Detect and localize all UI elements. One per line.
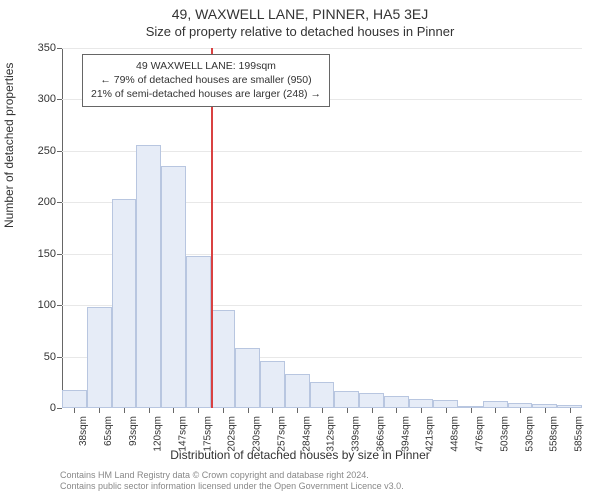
histogram-bar bbox=[161, 166, 186, 408]
y-tick-mark bbox=[57, 357, 62, 358]
y-tick-mark bbox=[57, 151, 62, 152]
x-tick-mark bbox=[99, 408, 100, 413]
x-tick-label: 421sqm bbox=[425, 416, 436, 452]
x-tick-mark bbox=[297, 408, 298, 413]
x-tick-mark bbox=[495, 408, 496, 413]
histogram-bar bbox=[359, 393, 384, 408]
x-tick-label: 202sqm bbox=[227, 416, 238, 452]
x-tick-mark bbox=[272, 408, 273, 413]
histogram-bar bbox=[186, 256, 211, 408]
histogram-bar bbox=[235, 348, 260, 408]
x-tick-label: 476sqm bbox=[475, 416, 486, 452]
x-tick-label: 339sqm bbox=[351, 416, 362, 452]
y-tick-label: 350 bbox=[26, 42, 56, 54]
x-tick-label: 257sqm bbox=[276, 416, 287, 452]
histogram-bar bbox=[211, 310, 236, 408]
histogram-bar bbox=[384, 396, 409, 408]
x-tick-label: 175sqm bbox=[202, 416, 213, 452]
y-tick-mark bbox=[57, 254, 62, 255]
x-tick-label: 147sqm bbox=[177, 416, 188, 452]
x-tick-mark bbox=[198, 408, 199, 413]
y-axis-title: Number of detached properties bbox=[2, 63, 16, 228]
chart-title-main: 49, WAXWELL LANE, PINNER, HA5 3EJ bbox=[0, 0, 600, 22]
x-tick-mark bbox=[421, 408, 422, 413]
histogram-bar bbox=[409, 399, 434, 408]
x-tick-mark bbox=[570, 408, 571, 413]
y-tick-mark bbox=[57, 408, 62, 409]
x-tick-label: 38sqm bbox=[78, 416, 89, 446]
y-tick-label: 0 bbox=[26, 402, 56, 414]
x-tick-mark bbox=[446, 408, 447, 413]
x-tick-label: 585sqm bbox=[574, 416, 585, 452]
x-tick-label: 558sqm bbox=[549, 416, 560, 452]
x-tick-mark bbox=[124, 408, 125, 413]
x-tick-label: 503sqm bbox=[499, 416, 510, 452]
x-tick-label: 230sqm bbox=[252, 416, 263, 452]
x-tick-mark bbox=[545, 408, 546, 413]
histogram-bar bbox=[433, 400, 458, 408]
y-tick-mark bbox=[57, 305, 62, 306]
y-tick-mark bbox=[57, 202, 62, 203]
x-tick-label: 65sqm bbox=[103, 416, 114, 446]
y-tick-label: 200 bbox=[26, 196, 56, 208]
x-tick-label: 394sqm bbox=[400, 416, 411, 452]
x-tick-mark bbox=[173, 408, 174, 413]
histogram-bar bbox=[334, 391, 359, 408]
x-tick-mark bbox=[248, 408, 249, 413]
y-tick-label: 300 bbox=[26, 93, 56, 105]
x-tick-mark bbox=[74, 408, 75, 413]
x-tick-label: 93sqm bbox=[128, 416, 139, 446]
chart-container: 49, WAXWELL LANE, PINNER, HA5 3EJ Size o… bbox=[0, 0, 600, 500]
x-tick-mark bbox=[149, 408, 150, 413]
y-tick-mark bbox=[57, 99, 62, 100]
x-tick-mark bbox=[322, 408, 323, 413]
annotation-line: ← 79% of detached houses are smaller (95… bbox=[91, 73, 321, 87]
histogram-bar bbox=[87, 307, 112, 408]
chart-title-sub: Size of property relative to detached ho… bbox=[0, 22, 600, 39]
annotation-line: 49 WAXWELL LANE: 199sqm bbox=[91, 59, 321, 73]
y-tick-mark bbox=[57, 48, 62, 49]
histogram-bar bbox=[310, 382, 335, 408]
x-tick-label: 120sqm bbox=[153, 416, 164, 452]
annotation-line: 21% of semi-detached houses are larger (… bbox=[91, 87, 321, 101]
x-axis-title: Distribution of detached houses by size … bbox=[0, 448, 600, 462]
histogram-bar bbox=[285, 374, 310, 408]
x-tick-mark bbox=[471, 408, 472, 413]
y-tick-label: 250 bbox=[26, 145, 56, 157]
histogram-bar bbox=[260, 361, 285, 408]
footer-line-2: Contains public sector information licen… bbox=[60, 481, 404, 492]
histogram-bar bbox=[136, 145, 161, 408]
annotation-box: 49 WAXWELL LANE: 199sqm← 79% of detached… bbox=[82, 54, 330, 107]
histogram-bar bbox=[112, 199, 137, 408]
plot-area: 05010015020025030035038sqm65sqm93sqm120s… bbox=[62, 48, 582, 408]
y-axis-line bbox=[62, 48, 63, 408]
histogram-bar bbox=[62, 390, 87, 409]
x-tick-label: 366sqm bbox=[376, 416, 387, 452]
x-tick-label: 448sqm bbox=[450, 416, 461, 452]
x-tick-label: 284sqm bbox=[301, 416, 312, 452]
y-tick-label: 150 bbox=[26, 248, 56, 260]
x-tick-label: 312sqm bbox=[326, 416, 337, 452]
grid-line bbox=[62, 48, 582, 49]
x-tick-mark bbox=[372, 408, 373, 413]
histogram-bar bbox=[483, 401, 508, 408]
x-tick-mark bbox=[396, 408, 397, 413]
footer-attribution: Contains HM Land Registry data © Crown c… bbox=[60, 470, 404, 493]
footer-line-1: Contains HM Land Registry data © Crown c… bbox=[60, 470, 404, 481]
x-tick-mark bbox=[223, 408, 224, 413]
y-tick-label: 100 bbox=[26, 299, 56, 311]
x-tick-mark bbox=[347, 408, 348, 413]
x-tick-label: 530sqm bbox=[524, 416, 535, 452]
x-tick-mark bbox=[520, 408, 521, 413]
y-tick-label: 50 bbox=[26, 351, 56, 363]
